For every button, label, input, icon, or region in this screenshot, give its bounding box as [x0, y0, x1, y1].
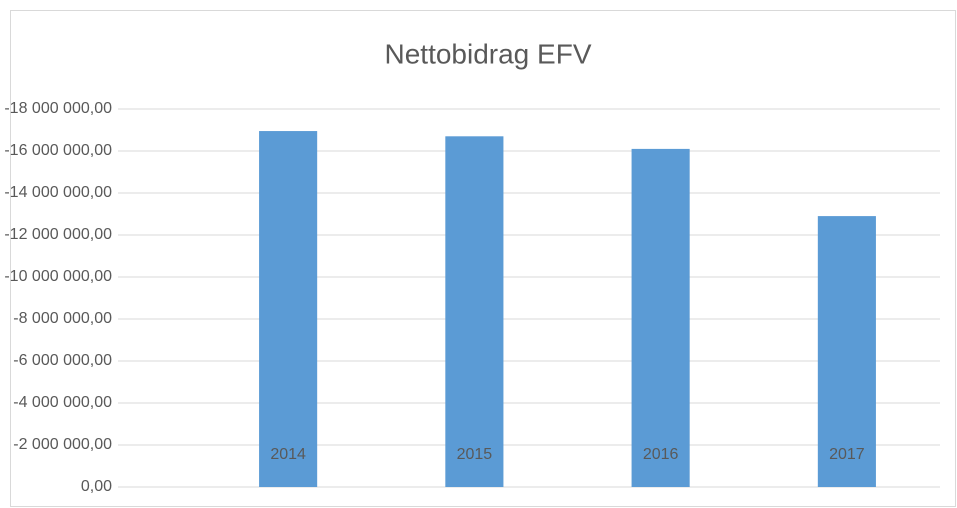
y-tick-label: -12 000 000,00 — [4, 226, 112, 243]
x-tick-label: 2017 — [829, 446, 865, 463]
chart-title: Nettobidrag EFV — [385, 38, 592, 69]
bar — [259, 131, 318, 488]
y-tick-label: 0,00 — [81, 478, 112, 495]
x-tick-label: 2015 — [457, 446, 493, 463]
x-tick-label: 2014 — [270, 446, 306, 463]
y-tick-label: -16 000 000,00 — [4, 142, 112, 159]
x-tick-label: 2016 — [643, 446, 679, 463]
y-tick-label: -2 000 000,00 — [13, 436, 112, 453]
y-tick-label: -8 000 000,00 — [13, 310, 112, 327]
y-tick-label: -18 000 000,00 — [4, 100, 112, 117]
bar — [631, 148, 690, 487]
y-tick-label: -6 000 000,00 — [13, 352, 112, 369]
bar — [445, 136, 504, 488]
y-tick-label: -14 000 000,00 — [4, 184, 112, 201]
y-tick-label: -4 000 000,00 — [13, 394, 112, 411]
bar — [817, 216, 876, 487]
y-tick-label: -10 000 000,00 — [4, 268, 112, 285]
